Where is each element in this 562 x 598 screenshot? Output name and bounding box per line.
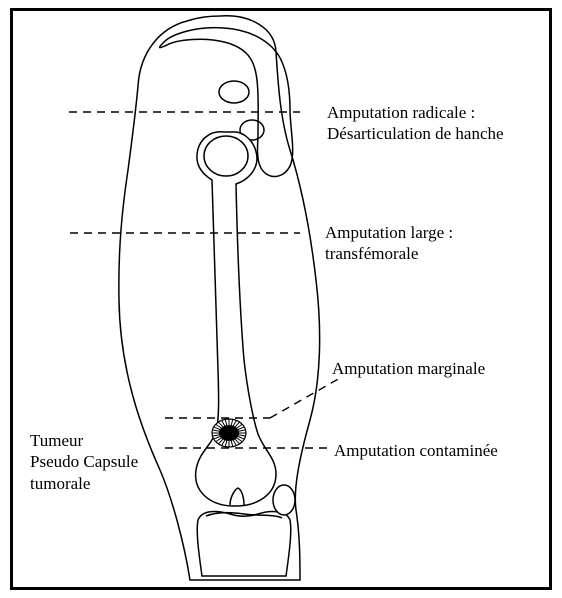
label-marginale: Amputation marginale	[332, 358, 485, 379]
label-large: Amputation large : transfémorale	[325, 222, 453, 265]
patella	[273, 485, 295, 515]
femur	[196, 132, 276, 506]
tumor-core	[219, 425, 239, 441]
guideline-marginale-diag	[270, 378, 340, 418]
diagram-svg	[0, 0, 562, 598]
label-radicale: Amputation radicale : Désarticulation de…	[327, 102, 504, 145]
pelvis-foramen-1	[219, 81, 249, 103]
femoral-head	[204, 136, 248, 176]
label-contaminee: Amputation contaminée	[334, 440, 498, 461]
label-tumeur: Tumeur Pseudo Capsule tumorale	[30, 430, 138, 494]
tibia	[197, 512, 291, 576]
